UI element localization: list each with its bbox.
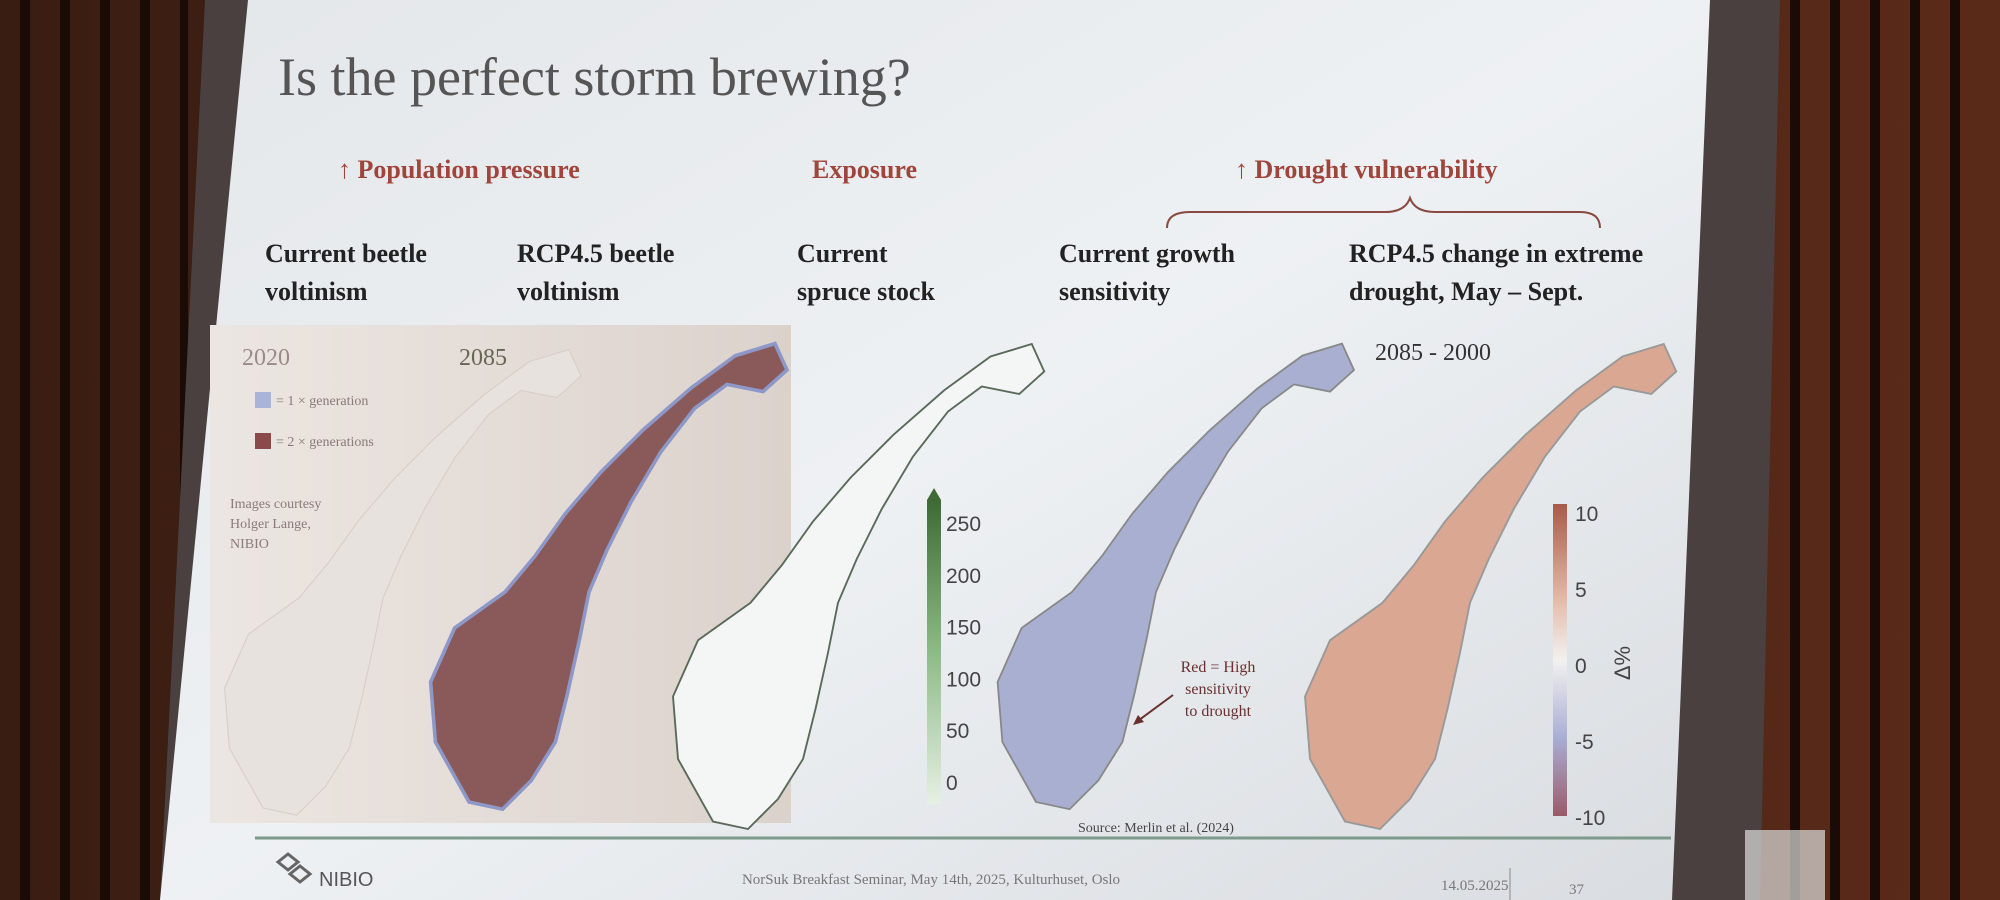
column-label: spruce stock — [797, 277, 935, 306]
colorbar-label: 250 — [946, 513, 981, 536]
logo-text: NIBIO — [319, 869, 373, 891]
period: 2085 - 2000 — [1375, 340, 1491, 366]
colorbar-label: -5 — [1575, 731, 1594, 754]
colorbar-label: 200 — [946, 565, 981, 588]
colorbar-label: 100 — [946, 668, 981, 691]
legend-swatch — [255, 433, 271, 449]
annotation: to drought — [1185, 703, 1252, 720]
source: Source: Merlin et al. (2024) — [1078, 821, 1234, 836]
group-label: ↑ Population pressure — [338, 155, 580, 184]
annotation: sensitivity — [1185, 681, 1251, 698]
slide-title: Is the perfect storm brewing? — [278, 47, 911, 107]
page-number: 37 — [1569, 882, 1585, 898]
logo-mark — [275, 852, 313, 884]
column-label: RCP4.5 change in extreme — [1349, 239, 1643, 268]
column-label: Current beetle — [265, 239, 427, 268]
annotation: Red = High — [1181, 659, 1256, 676]
colorbar-label: 0 — [1575, 655, 1587, 678]
legend-label: = 1 × generation — [276, 394, 368, 409]
year-label: 2085 — [459, 345, 507, 371]
legend-swatch — [255, 392, 271, 408]
column-label: Current — [797, 239, 888, 268]
event: NorSuk Breakfast Seminar, May 14th, 2025… — [742, 872, 1120, 888]
colorbar-label: 150 — [946, 617, 981, 640]
column-label: drought, May – Sept. — [1349, 277, 1583, 306]
colorbar-label: 50 — [946, 720, 969, 743]
glass — [1745, 830, 1825, 900]
credit: NIBIO — [230, 537, 269, 552]
column-label: sensitivity — [1059, 277, 1170, 306]
credit: Holger Lange, — [230, 517, 311, 532]
group-label: Exposure — [812, 155, 917, 184]
colorbar-label: 0 — [946, 772, 958, 795]
year-label: 2020 — [242, 345, 290, 371]
legend-label: = 2 × generations — [276, 435, 374, 450]
column-label: RCP4.5 beetle — [517, 239, 674, 268]
group-label: ↑ Drought vulnerability — [1235, 155, 1497, 184]
column-label: voltinism — [517, 277, 620, 306]
colorbar-label: 5 — [1575, 579, 1587, 602]
colorbar — [927, 500, 941, 804]
unit-label: Δ% — [1610, 646, 1635, 680]
arrow-head — [1133, 715, 1144, 725]
colorbar-label: 10 — [1575, 503, 1598, 526]
column-label: Current growth — [1059, 239, 1236, 268]
brace — [1166, 195, 1601, 229]
colorbar-arrow — [927, 488, 941, 500]
colorbar-label: -10 — [1575, 807, 1605, 830]
column-label: voltinism — [265, 277, 368, 306]
arrow — [1134, 694, 1174, 724]
colorbar — [1553, 504, 1567, 816]
date: 14.05.2025 — [1441, 878, 1509, 894]
credit: Images courtesy — [230, 497, 321, 512]
